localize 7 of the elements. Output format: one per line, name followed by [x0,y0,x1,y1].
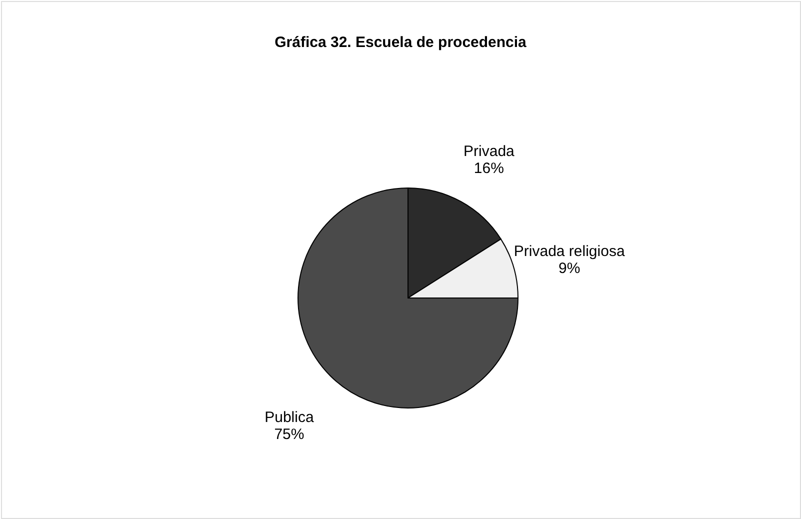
chart-title: Gráfica 32. Escuela de procedencia [274,34,528,51]
slice-label: Publica [264,408,314,426]
data-label: 16% [474,160,504,177]
data-label: 75% [274,426,304,443]
data-label: 9% [558,260,580,278]
slice-label: Privada [464,142,516,160]
slice-label: Privada religiosa [514,243,626,260]
